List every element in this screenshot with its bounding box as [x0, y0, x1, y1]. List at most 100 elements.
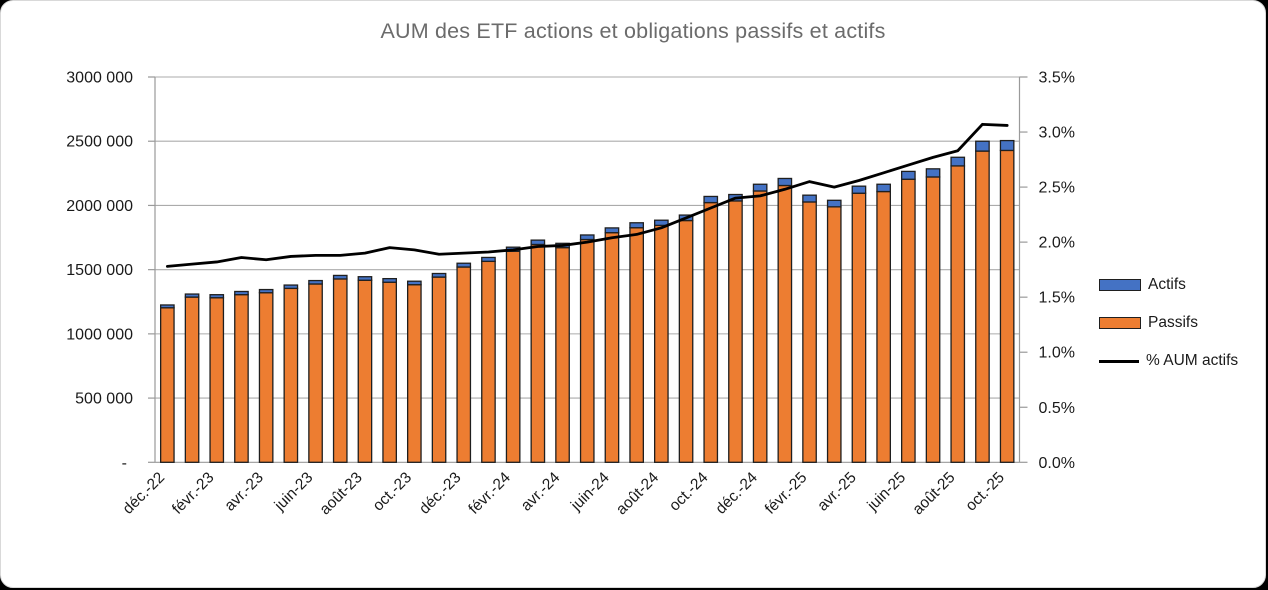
actifs-bar: [184, 293, 200, 298]
actifs-bar: [901, 170, 916, 180]
x-axis-label: oct.-25: [962, 469, 1008, 515]
passifs-bar: [159, 307, 175, 463]
y-axis-label-right: 1.0%: [1039, 345, 1075, 362]
passifs-bar: [332, 278, 348, 463]
y-axis-label-right: 0.5%: [1039, 400, 1075, 417]
passifs-bar: [481, 260, 496, 463]
passifs-bar: [258, 292, 274, 463]
x-axis-label: oct.-24: [666, 469, 712, 515]
x-axis-label: août-24: [613, 469, 662, 518]
actifs-bar: [826, 199, 842, 208]
actifs-bar: [431, 272, 447, 278]
pct-aum-line: [165, 122, 1009, 268]
x-axis-label: avr.-25: [814, 469, 860, 515]
actifs-bar: [950, 156, 966, 167]
legend-label-pct-aum: % AUM actifs: [1146, 352, 1239, 369]
passifs-bar: [406, 284, 422, 463]
y-axis-label-right: 0.0%: [1039, 455, 1075, 472]
actifs-bar: [876, 183, 892, 193]
passifs-bar: [925, 176, 941, 463]
x-axis-label: févr.-24: [465, 469, 514, 518]
x-axis-label: juin-25: [864, 469, 910, 515]
y-axis-label-right: 3.0%: [1039, 125, 1075, 142]
actifs-bar: [752, 183, 768, 192]
actifs-bar: [283, 284, 299, 290]
actifs-bar: [234, 290, 249, 296]
actifs-bar: [209, 294, 225, 299]
passifs-bar: [555, 246, 570, 463]
x-axis-label: févr.-25: [762, 469, 811, 518]
x-axis-label: févr.-23: [169, 469, 218, 518]
passifs-bar: [629, 227, 645, 463]
x-axis-label: avr.-24: [518, 469, 564, 515]
actifs-bar: [332, 274, 348, 280]
actifs-bar: [308, 279, 323, 285]
actifs-bar: [530, 239, 546, 246]
actifs-bar: [258, 288, 274, 294]
passifs-bar: [382, 281, 398, 463]
x-axis-label: déc.-24: [712, 469, 761, 518]
actifs-bar: [604, 227, 620, 234]
passifs-bar: [826, 206, 842, 463]
x-axis-label: août-25: [909, 469, 958, 518]
passifs-bar: [876, 190, 892, 463]
actifs-bar: [925, 168, 941, 178]
y-axis-label-left: 1000 000: [66, 326, 133, 343]
actifs-bar: [481, 256, 496, 263]
passifs-bar: [678, 219, 694, 463]
passifs-bar: [456, 266, 472, 463]
actifs-bar: [975, 140, 990, 152]
actifs-bar: [406, 280, 422, 286]
passifs-bar: [505, 250, 521, 463]
x-axis-label: déc.-22: [120, 469, 169, 518]
passifs-bar: [234, 294, 249, 463]
legend-item-passifs: Passifs: [1099, 304, 1238, 342]
y-axis-label-left: 3000 000: [66, 70, 133, 87]
actifs-bar: [629, 222, 645, 229]
passifs-bar: [184, 296, 200, 463]
passifs-bar: [728, 200, 743, 463]
passifs-bar: [802, 201, 817, 463]
y-axis-label-left: -: [122, 455, 127, 472]
legend-label-actifs: Actifs: [1148, 276, 1186, 293]
passifs-bar: [579, 238, 595, 463]
actifs-bar: [777, 177, 793, 187]
passifs-bar: [950, 165, 966, 463]
actifs-bar: [159, 304, 175, 309]
actifs-bar: [382, 277, 398, 283]
y-axis-label-right: 3.5%: [1039, 70, 1075, 87]
legend-item-actifs: Actifs: [1099, 266, 1238, 304]
legend-label-passifs: Passifs: [1148, 314, 1198, 331]
x-axis-label: avr.-23: [221, 469, 267, 515]
legend-item-pct-aum: % AUM actifs: [1099, 342, 1238, 380]
legend: Actifs Passifs % AUM actifs: [1099, 266, 1238, 380]
x-axis-label: juin-23: [271, 469, 317, 515]
passifs-swatch: [1099, 317, 1141, 329]
y-axis-label-right: 2.0%: [1039, 235, 1075, 252]
passifs-bar: [604, 232, 620, 463]
passifs-bar: [308, 283, 323, 463]
y-axis-label-left: 1500 000: [66, 262, 133, 279]
passifs-bar: [777, 184, 793, 463]
actifs-bar: [654, 219, 669, 227]
actifs-bar: [802, 194, 817, 203]
actifs-bar: [456, 262, 472, 268]
passifs-bar: [703, 201, 719, 463]
passifs-bar: [283, 287, 299, 463]
passifs-bar: [752, 190, 768, 463]
x-axis-label: déc.-23: [416, 469, 465, 518]
passifs-bar: [901, 178, 916, 463]
actifs-bar: [703, 195, 719, 204]
actifs-bar: [357, 276, 373, 281]
passifs-bar: [654, 224, 669, 463]
y-axis-label-right: 2.5%: [1039, 180, 1075, 197]
actifs-bar: [579, 234, 595, 241]
passifs-bar: [357, 279, 373, 463]
chart-title: AUM des ETF actions et obligations passi…: [380, 19, 886, 43]
pct-aum-line-swatch: [1099, 359, 1139, 363]
y-axis-label-left: 500 000: [75, 391, 133, 408]
y-axis-label-left: 2500 000: [66, 134, 133, 151]
actifs-bar: [999, 139, 1015, 152]
